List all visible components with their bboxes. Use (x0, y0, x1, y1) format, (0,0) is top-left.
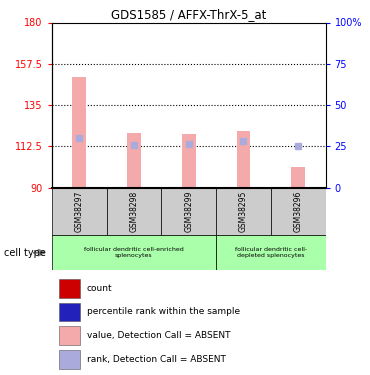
Bar (73, 78, 86, 188)
Text: follicular dendritic cell-
depleted splenocytes: follicular dendritic cell- depleted sple… (235, 247, 307, 258)
Bar (271, 188, 326, 236)
Bar (127, 134, 141, 188)
Bar (59, 279, 80, 298)
Text: rank, Detection Call = ABSENT: rank, Detection Call = ABSENT (87, 355, 226, 364)
Bar (59, 303, 80, 321)
Bar (182, 134, 196, 188)
Text: GSM38298: GSM38298 (130, 191, 138, 232)
Bar (292, 167, 305, 188)
Title: GDS1585 / AFFX-ThrX-5_at: GDS1585 / AFFX-ThrX-5_at (111, 8, 266, 21)
Bar (59, 350, 80, 369)
Text: count: count (87, 284, 112, 293)
Text: percentile rank within the sample: percentile rank within the sample (87, 308, 240, 316)
Text: GSM38296: GSM38296 (294, 191, 303, 232)
Bar (59, 326, 80, 345)
Bar (216, 188, 271, 236)
Bar (107, 188, 161, 236)
Bar (161, 188, 216, 236)
Text: GSM38295: GSM38295 (239, 191, 248, 232)
Bar (237, 130, 250, 188)
Bar (216, 236, 326, 270)
Bar (52, 188, 107, 236)
Text: follicular dendritic cell-enriched
splenocytes: follicular dendritic cell-enriched splen… (84, 247, 184, 258)
Text: GSM38297: GSM38297 (75, 191, 84, 232)
Text: cell type: cell type (4, 248, 46, 258)
Bar (52, 236, 216, 270)
Text: GSM38299: GSM38299 (184, 191, 193, 232)
Text: value, Detection Call = ABSENT: value, Detection Call = ABSENT (87, 331, 231, 340)
